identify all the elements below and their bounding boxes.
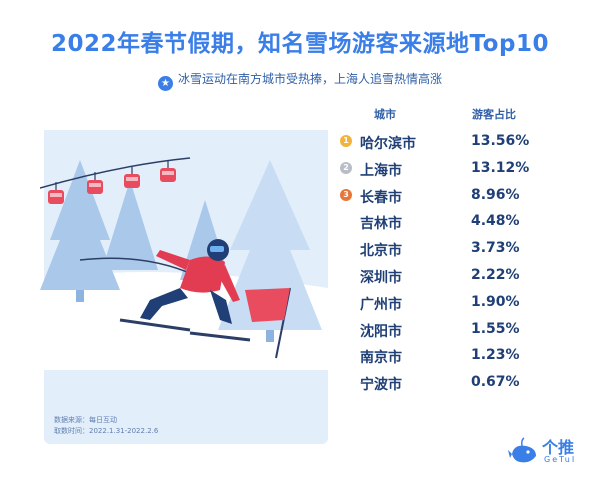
table-row: 南京市 1.23% bbox=[330, 344, 560, 370]
table-row: 沈阳市 1.55% bbox=[330, 318, 560, 344]
visitor-share: 1.23% bbox=[471, 347, 520, 364]
city-name: 哈尔滨市 bbox=[360, 136, 416, 152]
gold-medal-icon: 1 bbox=[340, 135, 352, 147]
table-row: 宁波市 0.67% bbox=[330, 371, 560, 397]
city-name: 北京市 bbox=[360, 243, 402, 260]
subtitle-text: 冰雪运动在南方城市受热捧，上海人追雪热情高涨 bbox=[177, 72, 442, 86]
city-name: 上海市 bbox=[360, 162, 402, 179]
date-range-line: 取数时间：2022.1.31-2022.2.6 bbox=[54, 427, 159, 435]
table-row: 广州市 1.90% bbox=[330, 291, 560, 317]
column-header-share: 游客占比 bbox=[472, 108, 516, 121]
page-title: 2022年春节假期，知名雪场游客来源地Top10 bbox=[51, 31, 549, 57]
bronze-medal-icon: 3 bbox=[340, 188, 352, 201]
source-line: 数据来源：每日互动 bbox=[54, 416, 117, 424]
logo-brand-sub: GeTuI bbox=[544, 455, 577, 464]
source-note: 数据来源：每日互动 取数时间：2022.1.31-2022.2.6 bbox=[44, 408, 268, 442]
visitor-share: 0.67% bbox=[471, 374, 520, 391]
skier-illustration bbox=[40, 157, 340, 370]
table-row: 吉林市 4.48% bbox=[330, 210, 560, 236]
whale-icon bbox=[508, 437, 536, 463]
city-name: 长春市 bbox=[360, 189, 402, 206]
visitor-share: 4.48% bbox=[471, 213, 520, 230]
table-row: 3 长春市 8.96% bbox=[330, 184, 560, 210]
visitor-share: 8.96% bbox=[471, 186, 520, 203]
subtitle: ★ 冰雪运动在南方城市受热捧，上海人追雪热情高涨 bbox=[0, 70, 600, 91]
silver-medal-icon: 2 bbox=[340, 161, 352, 174]
logo-brand: 个推 bbox=[542, 438, 575, 457]
visitor-share: 1.90% bbox=[471, 293, 520, 310]
visitor-share: 13.56% bbox=[471, 133, 530, 149]
getui-logo: 个推 GeTuI bbox=[508, 434, 588, 470]
table-row: 北京市 3.73% bbox=[330, 237, 560, 263]
city-name: 深圳市 bbox=[360, 270, 402, 286]
star-icon: ★ bbox=[157, 76, 173, 91]
city-name: 广州市 bbox=[360, 296, 402, 313]
table-row: 2 上海市 13.12% bbox=[330, 157, 560, 183]
visitor-share: 13.12% bbox=[471, 159, 530, 176]
city-name: 南京市 bbox=[360, 350, 402, 367]
city-name: 沈阳市 bbox=[360, 323, 402, 340]
visitor-share: 3.73% bbox=[471, 240, 520, 257]
visitor-share: 1.55% bbox=[471, 320, 520, 337]
table-row: 1 哈尔滨市 13.56% bbox=[330, 130, 560, 156]
city-name: 宁波市 bbox=[360, 377, 402, 394]
visitor-share: 2.22% bbox=[471, 267, 520, 283]
city-name: 吉林市 bbox=[360, 216, 402, 233]
column-header-city: 城市 bbox=[374, 108, 396, 121]
table-row: 深圳市 2.22% bbox=[330, 264, 560, 290]
